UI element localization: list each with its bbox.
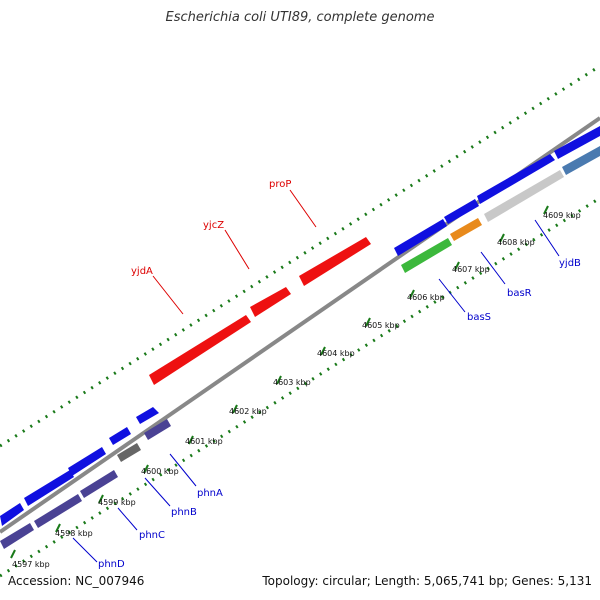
- leader-line: [169, 453, 197, 487]
- gene-feature: [401, 238, 452, 273]
- tick-mark: [143, 464, 149, 474]
- tick-mark: [55, 523, 61, 533]
- gene-feature: [117, 443, 141, 462]
- tick-label: 4606 kbp: [407, 293, 445, 302]
- kbp-tick-marks: [10, 205, 549, 559]
- tick-mark: [409, 289, 415, 299]
- gene-feature: [0, 503, 24, 526]
- kbp-tick-labels: 4597 kbp 4598 kbp 4599 kbp 4600 kbp 4601…: [12, 211, 581, 569]
- tick-label: 4608 kbp: [497, 238, 535, 247]
- tick-label: 4603 kbp: [273, 378, 311, 387]
- leader-line: [152, 275, 184, 315]
- tick-label: 4599 kbp: [98, 498, 136, 507]
- gene-label-basS: basS: [467, 312, 491, 323]
- gene-feature: [34, 494, 82, 528]
- tick-label: 4605 kbp: [362, 321, 400, 330]
- tick-label: 4601 kbp: [185, 437, 223, 446]
- forward-features: [0, 126, 600, 526]
- leader-line: [480, 251, 506, 285]
- gene-feature: [109, 427, 131, 445]
- gene-feature: [484, 170, 564, 222]
- tick-mark: [10, 549, 16, 559]
- gene-label-basR: basR: [507, 288, 532, 299]
- leader-line: [144, 477, 171, 507]
- tick-mark: [320, 346, 326, 356]
- map-title: Escherichia coli UTI89, complete genome: [165, 10, 435, 25]
- gene-feature: [144, 419, 171, 440]
- gene-feature: [450, 218, 482, 241]
- gene-feature: [149, 315, 251, 385]
- tick-mark: [543, 205, 549, 215]
- gene-feature: [562, 146, 600, 175]
- topology-label: Topology: circular; Length: 5,065,741 bp…: [262, 574, 592, 588]
- gene-label-phnC: phnC: [139, 530, 165, 541]
- gene-feature: [250, 287, 291, 317]
- tick-label: 4602 kbp: [229, 407, 267, 416]
- gene-feature: [24, 470, 74, 506]
- tick-label: 4597 kbp: [12, 560, 50, 569]
- gene-label-phnB: phnB: [171, 507, 197, 518]
- tick-mark: [454, 261, 460, 271]
- leader-line: [534, 219, 560, 257]
- gc-dots-inner: [0, 196, 600, 578]
- tick-mark: [188, 435, 194, 445]
- gene-feature: [68, 447, 106, 476]
- tick-mark: [232, 404, 238, 414]
- gene-feature: [477, 154, 555, 204]
- gene-label-phnA: phnA: [197, 488, 223, 499]
- leader-line: [72, 537, 98, 563]
- gene-label-yjdB: yjdB: [559, 258, 581, 269]
- tick-mark: [276, 375, 282, 385]
- gene-feature: [394, 219, 447, 256]
- gene-feature: [554, 126, 600, 159]
- gc-dots-outer: [0, 64, 600, 448]
- tick-label: 4598 kbp: [55, 529, 93, 538]
- forward-gene-labels: basS basR yjdB phnA phnB phnC phnD: [72, 219, 581, 570]
- gene-feature: [299, 237, 371, 286]
- tick-mark: [98, 494, 104, 504]
- tick-label: 4609 kbp: [543, 211, 581, 220]
- gene-label-proP: proP: [269, 179, 291, 190]
- leader-line: [289, 189, 317, 228]
- gene-feature: [0, 523, 34, 549]
- leader-line: [224, 229, 250, 270]
- tick-label: 4607 kbp: [452, 265, 490, 274]
- leader-line: [438, 278, 466, 313]
- gene-label-yjdA: yjdA: [131, 266, 153, 277]
- accession-label: Accession: NC_007946: [8, 574, 145, 588]
- reverse-gene-labels: yjdA yjcZ proP: [131, 179, 317, 315]
- tick-mark: [499, 233, 505, 243]
- red-features: [149, 237, 371, 385]
- gene-label-phnD: phnD: [98, 559, 125, 570]
- tick-label: 4600 kbp: [141, 467, 179, 476]
- tick-mark: [365, 317, 371, 327]
- gene-label-yjcZ: yjcZ: [203, 220, 224, 231]
- reverse-features: [0, 146, 600, 549]
- gene-feature: [80, 470, 118, 498]
- tick-label: 4604 kbp: [317, 349, 355, 358]
- leader-line: [117, 507, 138, 531]
- gene-feature: [136, 407, 159, 424]
- gene-feature: [444, 199, 479, 224]
